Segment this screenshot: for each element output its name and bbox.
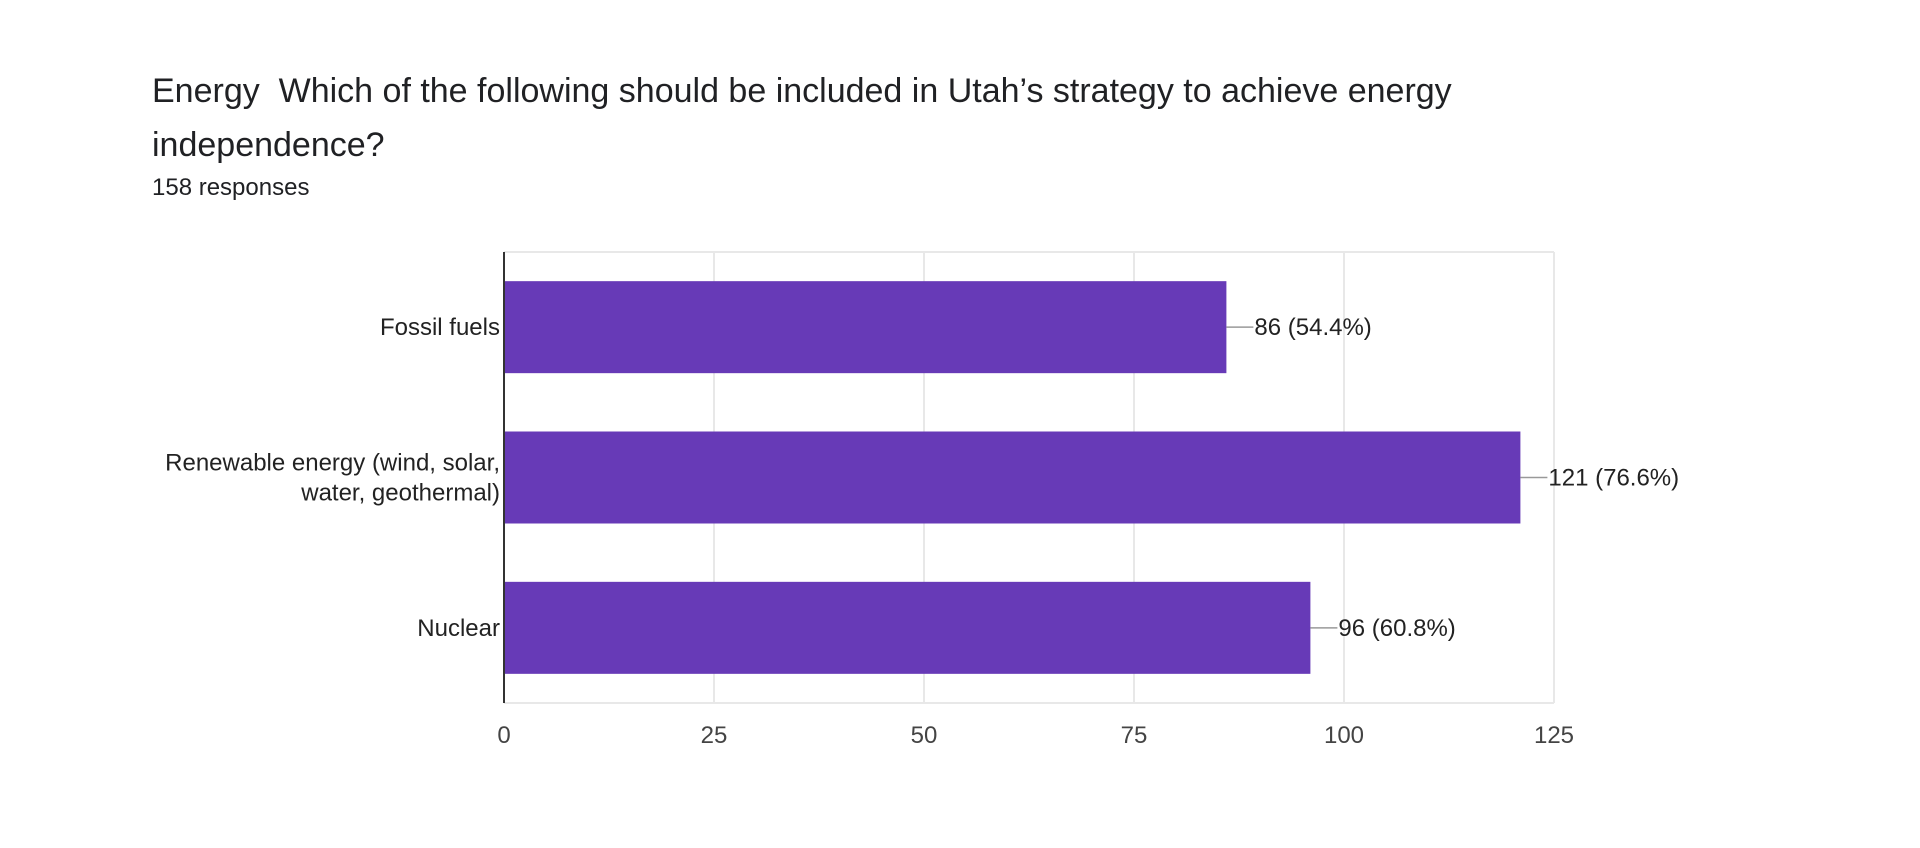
category-label-0: Fossil fuels xyxy=(380,314,500,341)
bar-1 xyxy=(504,431,1521,524)
category-label-line: Renewable energy (wind, solar, xyxy=(165,450,500,477)
category-label-2: Nuclear xyxy=(417,615,500,642)
x-tick-label-125: 125 xyxy=(1534,722,1574,749)
bars xyxy=(504,281,1521,674)
category-label-line: Fossil fuels xyxy=(380,314,500,341)
bar-2 xyxy=(504,581,1311,674)
x-tick-label-25: 25 xyxy=(701,722,728,749)
labels: 0 25 50 75 100 125 86 (54.4%) Fossil fuels 121 (… xyxy=(165,314,1679,749)
data-label-2: 96 (60.8%) xyxy=(1338,615,1455,642)
data-label-1: 121 (76.6%) xyxy=(1548,465,1679,492)
question-title: Energy Which of the following should be … xyxy=(152,72,1462,164)
bar-0 xyxy=(504,281,1227,374)
category-label-line: water, geothermal) xyxy=(300,480,500,507)
x-tick-label-0: 0 xyxy=(497,722,510,749)
category-label-1: Renewable energy (wind, solar, water, geo… xyxy=(165,450,500,507)
data-label-0: 86 (54.4%) xyxy=(1254,314,1371,341)
category-label-line: Nuclear xyxy=(417,615,500,642)
x-tick-label-50: 50 xyxy=(911,722,938,749)
x-tick-label-100: 100 xyxy=(1324,722,1364,749)
x-tick-label-75: 75 xyxy=(1121,722,1148,749)
response-count: 158 responses xyxy=(152,174,310,201)
